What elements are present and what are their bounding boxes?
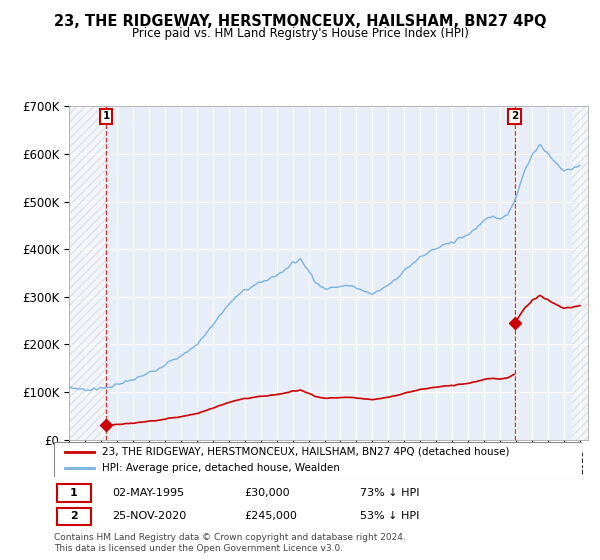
Text: £245,000: £245,000	[244, 511, 297, 521]
Text: 1: 1	[70, 488, 77, 498]
Text: 53% ↓ HPI: 53% ↓ HPI	[360, 511, 419, 521]
Bar	[56, 507, 91, 525]
Bar	[572, 106, 588, 440]
Bar	[69, 106, 106, 440]
Bar	[56, 484, 91, 502]
Text: 2: 2	[511, 111, 518, 122]
Text: 2: 2	[70, 511, 77, 521]
Text: 02-MAY-1995: 02-MAY-1995	[112, 488, 184, 498]
Text: 23, THE RIDGEWAY, HERSTMONCEUX, HAILSHAM, BN27 4PQ (detached house): 23, THE RIDGEWAY, HERSTMONCEUX, HAILSHAM…	[101, 447, 509, 457]
Text: 23, THE RIDGEWAY, HERSTMONCEUX, HAILSHAM, BN27 4PQ: 23, THE RIDGEWAY, HERSTMONCEUX, HAILSHAM…	[54, 14, 546, 29]
Text: HPI: Average price, detached house, Wealden: HPI: Average price, detached house, Weal…	[101, 463, 340, 473]
Text: Contains HM Land Registry data © Crown copyright and database right 2024.
This d: Contains HM Land Registry data © Crown c…	[54, 533, 406, 553]
Text: 73% ↓ HPI: 73% ↓ HPI	[360, 488, 420, 498]
Text: £30,000: £30,000	[244, 488, 290, 498]
Text: 25-NOV-2020: 25-NOV-2020	[112, 511, 187, 521]
Text: Price paid vs. HM Land Registry's House Price Index (HPI): Price paid vs. HM Land Registry's House …	[131, 27, 469, 40]
Text: 1: 1	[103, 111, 110, 122]
